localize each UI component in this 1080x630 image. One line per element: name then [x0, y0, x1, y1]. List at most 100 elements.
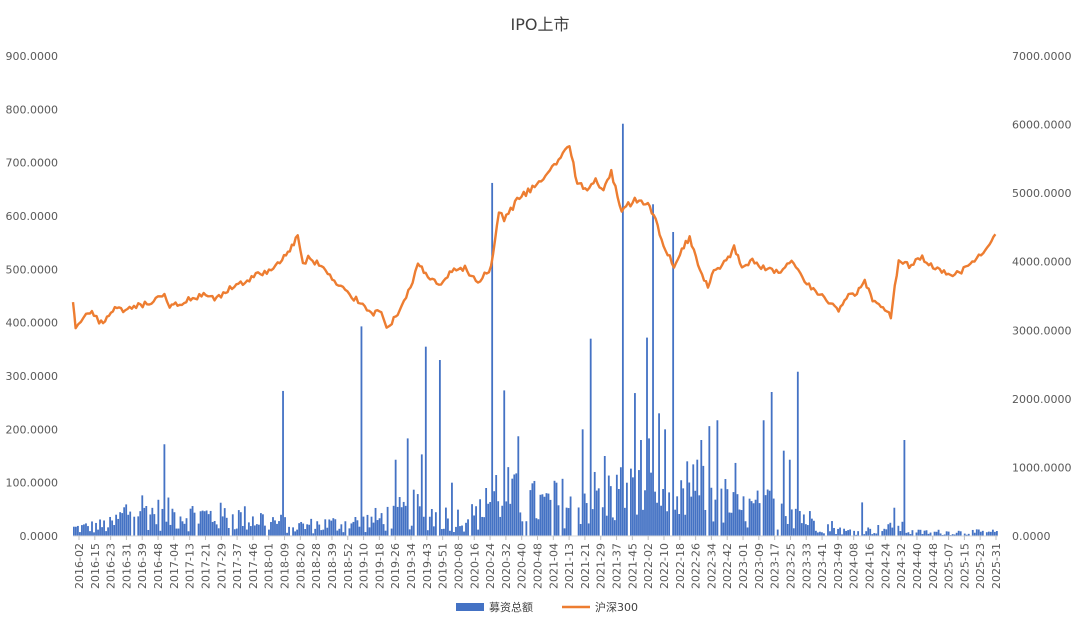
- bar: [167, 497, 170, 536]
- bar: [815, 530, 817, 536]
- bar: [861, 502, 864, 536]
- x-axis-tick-label: 2024-32: [895, 543, 908, 589]
- bar: [553, 480, 556, 536]
- x-axis-tick-label: 2019-51: [437, 543, 450, 589]
- bar: [835, 534, 837, 536]
- bar: [644, 490, 646, 536]
- x-axis-tick-label: 2019-10: [358, 543, 371, 589]
- bar: [205, 510, 208, 536]
- x-axis-tick-label: 2025-31: [990, 543, 1003, 589]
- x-axis-tick-label: 2018-20: [294, 543, 307, 589]
- bar: [625, 482, 628, 536]
- bar: [374, 507, 377, 536]
- x-axis-tick-label: 2020-16: [468, 543, 481, 589]
- bar: [294, 531, 297, 536]
- x-axis-ticks: 2016-02 2016-15 2016-23 2016-31 2016-39 2016-…: [73, 536, 1003, 589]
- bar: [744, 521, 747, 536]
- bar: [907, 532, 910, 536]
- bar: [762, 420, 765, 536]
- bar: [113, 525, 116, 536]
- bar-series: [73, 123, 998, 536]
- x-axis-tick-label: 2023-25: [784, 543, 797, 589]
- bar: [977, 529, 980, 536]
- bar: [221, 516, 224, 536]
- bar: [549, 499, 552, 536]
- bar: [432, 526, 435, 536]
- bar: [545, 493, 548, 536]
- legend-swatch-bar: [456, 603, 484, 611]
- bar: [304, 529, 307, 536]
- right-axis-tick-label: 0.0000: [1012, 530, 1051, 543]
- bar: [776, 529, 779, 536]
- bar: [239, 512, 242, 536]
- bar: [475, 506, 477, 536]
- bar: [392, 505, 395, 536]
- bar: [853, 530, 856, 536]
- bar: [881, 531, 884, 536]
- bar: [453, 532, 455, 536]
- bar: [893, 507, 896, 536]
- bar: [714, 499, 717, 536]
- right-axis-tick-label: 6000.0000: [1012, 119, 1072, 132]
- bar: [292, 527, 294, 536]
- x-axis-tick-label: 2022-26: [690, 543, 703, 589]
- bar: [636, 514, 638, 536]
- bar: [511, 478, 514, 536]
- bar: [724, 479, 727, 536]
- bar: [975, 529, 978, 536]
- bar: [193, 512, 196, 536]
- bar: [483, 517, 486, 536]
- bar: [422, 516, 425, 536]
- left-axis-tick-label: 500.0000: [6, 263, 59, 276]
- bar: [782, 450, 785, 536]
- bar: [957, 530, 960, 536]
- bar: [869, 528, 872, 536]
- bar: [157, 499, 160, 536]
- bar: [601, 507, 604, 536]
- bar: [593, 471, 596, 536]
- x-axis-tick-label: 2024-48: [927, 543, 940, 589]
- bar: [461, 525, 463, 536]
- bar: [159, 530, 162, 536]
- bar: [722, 522, 725, 536]
- bar: [798, 511, 801, 536]
- x-axis-tick-label: 2021-29: [595, 543, 608, 589]
- bar: [674, 509, 677, 536]
- bar: [979, 531, 982, 536]
- bar: [829, 531, 831, 536]
- x-axis-tick-label: 2016-23: [105, 543, 118, 589]
- bar: [473, 515, 475, 536]
- bar: [105, 531, 107, 536]
- x-axis-tick-label: 2016-15: [89, 543, 102, 589]
- bar: [141, 495, 144, 536]
- bar: [678, 514, 681, 536]
- bar: [328, 519, 331, 536]
- bar: [487, 503, 490, 536]
- bar: [720, 488, 723, 536]
- bar: [557, 505, 560, 536]
- bar: [125, 504, 128, 536]
- bar: [447, 518, 449, 536]
- bar: [332, 518, 335, 536]
- bar: [630, 468, 632, 536]
- bar: [867, 527, 870, 536]
- left-axis-tick-label: 600.0000: [6, 210, 59, 223]
- bar: [416, 494, 419, 536]
- x-axis-tick-label: 2018-52: [342, 543, 355, 589]
- left-axis-tick-label: 100.0000: [6, 477, 59, 490]
- bar: [493, 491, 496, 536]
- bar: [133, 516, 136, 536]
- bar: [219, 502, 222, 536]
- x-axis-tick-label: 2021-45: [626, 543, 639, 589]
- bar: [237, 510, 240, 536]
- x-axis-tick-label: 2017-13: [184, 543, 197, 589]
- bar: [686, 461, 689, 536]
- bar: [877, 525, 880, 536]
- right-axis-tick-label: 2000.0000: [1012, 393, 1072, 406]
- bar: [326, 527, 329, 536]
- right-axis-tick-label: 5000.0000: [1012, 187, 1072, 200]
- bar: [587, 523, 590, 536]
- bar: [698, 495, 701, 536]
- right-axis-tick-label: 1000.0000: [1012, 461, 1072, 474]
- bar: [372, 522, 375, 536]
